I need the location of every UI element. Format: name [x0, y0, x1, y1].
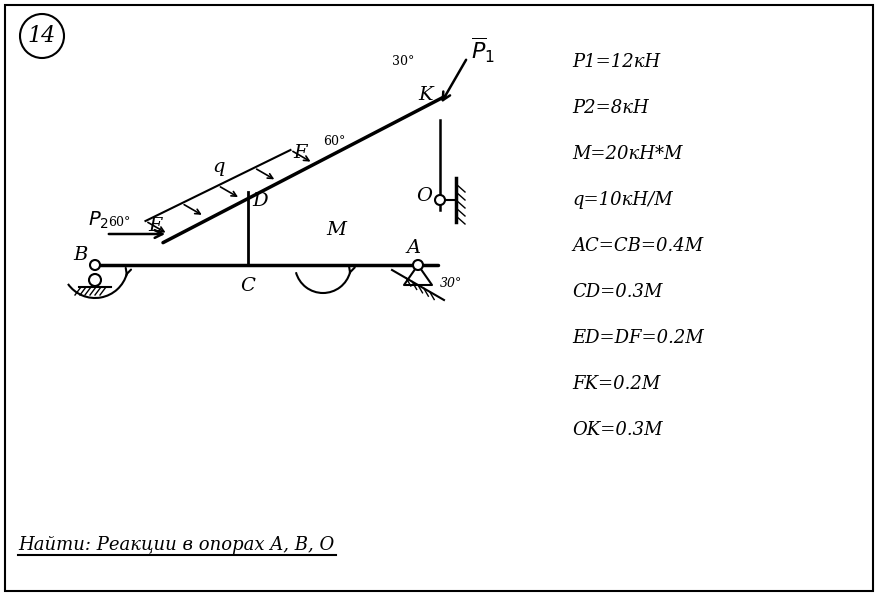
- Text: Найти: Реакции в опорах A, B, O: Найти: Реакции в опорах A, B, O: [18, 536, 334, 554]
- Text: O: O: [416, 187, 431, 205]
- Circle shape: [90, 260, 100, 270]
- Text: OK=0.3M: OK=0.3M: [571, 421, 662, 439]
- Text: AC=CB=0.4M: AC=CB=0.4M: [571, 237, 702, 255]
- Text: B: B: [73, 246, 88, 264]
- Text: 60°: 60°: [323, 135, 345, 148]
- Text: K: K: [417, 86, 432, 104]
- Text: E: E: [148, 217, 162, 235]
- Text: 30°: 30°: [439, 277, 461, 290]
- Text: D: D: [252, 192, 267, 210]
- Text: C: C: [239, 277, 254, 295]
- Circle shape: [434, 195, 445, 205]
- Circle shape: [412, 260, 423, 270]
- Circle shape: [89, 274, 101, 286]
- Text: $P_2$: $P_2$: [88, 210, 109, 231]
- Text: F: F: [293, 144, 306, 162]
- Text: 30°: 30°: [391, 55, 414, 69]
- Text: 14: 14: [28, 25, 56, 47]
- Text: M: M: [325, 221, 346, 239]
- Text: P1=12кH: P1=12кH: [571, 53, 660, 71]
- Text: A: A: [405, 239, 420, 257]
- Text: q=10кH/M: q=10кH/M: [571, 191, 672, 209]
- Text: ED=DF=0.2M: ED=DF=0.2M: [571, 329, 703, 347]
- Text: $\overline{P}_1$: $\overline{P}_1$: [471, 36, 495, 65]
- Text: 60°: 60°: [108, 216, 130, 229]
- Text: CD=0.3M: CD=0.3M: [571, 283, 661, 301]
- Text: q: q: [212, 159, 225, 176]
- Text: M=20кH*M: M=20кH*M: [571, 145, 681, 163]
- Text: FK=0.2M: FK=0.2M: [571, 375, 660, 393]
- Text: P2=8кH: P2=8кH: [571, 99, 648, 117]
